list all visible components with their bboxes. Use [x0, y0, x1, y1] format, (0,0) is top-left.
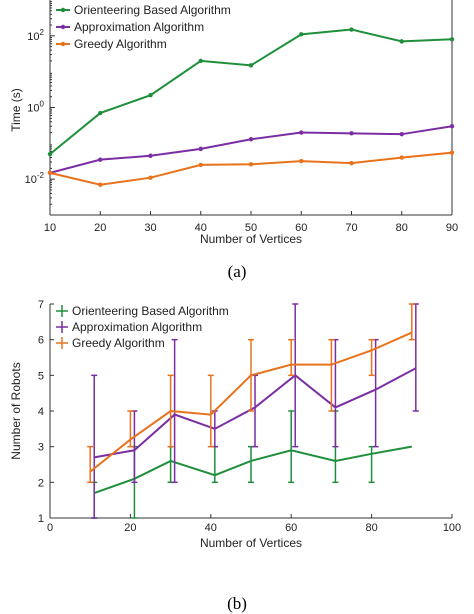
y-tick-label: 7 [38, 299, 44, 311]
x-tick-label: 20 [94, 222, 106, 234]
series-line-greedy-algorithm [49, 151, 453, 186]
data-point-orienteering-based-algorithm [98, 110, 103, 116]
data-point-approximation-algorithm [148, 153, 153, 158]
caption-a: (a) [227, 262, 247, 281]
x-tick-label: 70 [345, 222, 357, 234]
data-point-orienteering-based-algorithm [47, 151, 53, 157]
data-point-greedy-algorithm [148, 175, 153, 180]
y-tick-label: 6 [38, 335, 44, 347]
data-point-greedy-algorithm [399, 155, 404, 160]
legend-label-approximation-algorithm: Approximation Algorithm [72, 320, 202, 334]
data-point-approximation-algorithm [98, 157, 103, 162]
data-point-greedy-algorithm [198, 162, 203, 168]
legend-label-greedy-algorithm: Greedy Algorithm [72, 336, 165, 350]
y-axis-title: Number of Robots [9, 362, 23, 459]
data-point-greedy-algorithm [449, 150, 455, 155]
x-tick-label: 40 [205, 522, 217, 534]
x-tick-label: 80 [365, 522, 377, 534]
data-point-orienteering-based-algorithm [198, 58, 203, 64]
data-point-orienteering-based-algorithm [449, 37, 455, 42]
data-point-approximation-algorithm [449, 124, 455, 129]
data-point-greedy-algorithm [349, 160, 354, 166]
x-axis-title: Number of Vertices [200, 536, 302, 550]
y-tick-label: 4 [38, 406, 44, 418]
data-point-approximation-algorithm [399, 131, 404, 137]
x-tick-label: 40 [195, 222, 207, 234]
x-tick-label: 10 [44, 222, 56, 234]
data-point-orienteering-based-algorithm [349, 27, 354, 32]
x-tick-label: 60 [285, 522, 297, 534]
data-point-approximation-algorithm [198, 146, 203, 152]
data-point-orienteering-based-algorithm [148, 93, 153, 98]
x-tick-label: 100 [443, 522, 461, 534]
x-tick-label: 80 [396, 222, 408, 234]
data-point-greedy-algorithm [248, 162, 254, 167]
data-point-approximation-algorithm [299, 130, 304, 135]
y-tick-label: 5 [38, 370, 44, 382]
y-tick-label: 100 [27, 100, 44, 115]
legend-label-orienteering-based-algorithm: Orienteering Based Algorithm [72, 304, 229, 318]
legend-label-orienteering-based-algorithm: Orienteering Based Algorithm [74, 3, 231, 17]
x-tick-label: 30 [144, 222, 156, 234]
legend-label-approximation-algorithm: Approximation Algorithm [74, 20, 204, 34]
data-point-approximation-algorithm [349, 131, 354, 136]
data-point-greedy-algorithm [98, 182, 103, 187]
y-tick-label: 1 [38, 513, 44, 525]
x-tick-label: 90 [446, 222, 458, 234]
x-tick-label: 0 [47, 522, 53, 534]
data-point-orienteering-based-algorithm [399, 39, 404, 44]
x-tick-label: 20 [124, 522, 136, 534]
legend-marker-orienteering-based-algorithm [60, 7, 66, 13]
legend-marker-approximation-algorithm [60, 24, 66, 30]
y-tick-label: 2 [38, 477, 44, 489]
data-point-orienteering-based-algorithm [299, 32, 304, 37]
legend-marker-greedy-algorithm [60, 41, 66, 47]
chart-time-vs-vertices: 10 20 30 40 50 60 70 80 90 10-2 100 102 Number of Ve… [9, 0, 458, 246]
y-axis-title: Time (s) [9, 88, 23, 132]
data-point-greedy-algorithm [299, 158, 304, 164]
y-tick-label: 102 [27, 28, 44, 43]
y-tick-label: 10-2 [25, 171, 45, 186]
x-tick-label: 60 [295, 222, 307, 234]
caption-b: (b) [227, 594, 247, 613]
y-tick-label: 3 [38, 442, 44, 454]
legend-label-greedy-algorithm: Greedy Algorithm [74, 37, 167, 51]
chart-robots-vs-vertices: 0 20 40 60 80 100 1 2 3 4 5 6 7 Number of Vertices Num… [9, 299, 461, 550]
data-point-orienteering-based-algorithm [248, 63, 254, 68]
x-tick-label: 50 [245, 222, 257, 234]
data-point-approximation-algorithm [248, 137, 254, 142]
series-line-orienteering-based-algorithm [93, 445, 412, 494]
data-point-greedy-algorithm [47, 170, 53, 176]
x-axis-title: Number of Vertices [200, 232, 302, 246]
